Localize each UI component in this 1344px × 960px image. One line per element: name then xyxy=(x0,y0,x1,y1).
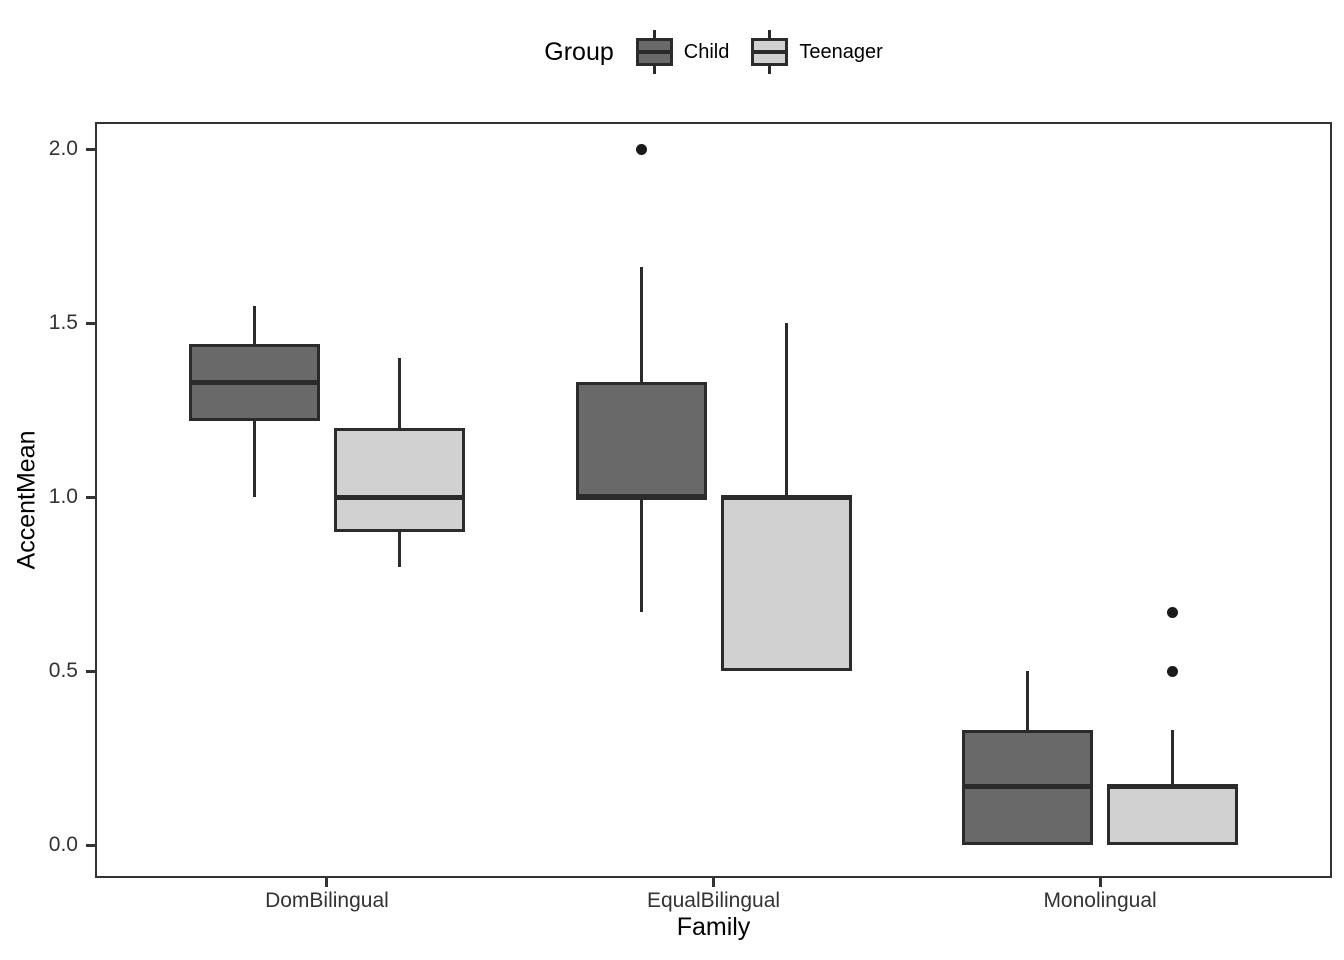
plot-panel xyxy=(95,122,1332,878)
whisker-lower-child-dombilingual xyxy=(252,420,256,498)
legend-key-median xyxy=(638,50,670,54)
y-tick-mark xyxy=(86,669,95,673)
median-line-teenager-dombilingual xyxy=(333,494,465,500)
whisker-lower-child-equalbilingual xyxy=(639,497,643,613)
legend-key-boxplot-icon xyxy=(751,30,789,74)
legend-item-label: Child xyxy=(683,40,730,63)
y-tick-mark xyxy=(86,843,95,847)
legend-item-child: Child xyxy=(635,30,730,74)
box-iqr-teenager-equalbilingual xyxy=(720,497,852,672)
x-tick-label: Monolingual xyxy=(1043,889,1157,912)
box-iqr-child-equalbilingual xyxy=(575,382,707,498)
outlier-dot-child-equalbilingual xyxy=(635,143,647,155)
y-tick-label: 0.5 xyxy=(48,659,78,683)
y-tick-mark xyxy=(86,321,95,325)
median-line-teenager-monolingual xyxy=(1107,783,1239,789)
legend-title: Group xyxy=(544,37,614,66)
whisker-upper-teenager-equalbilingual xyxy=(784,323,788,498)
box-iqr-teenager-dombilingual xyxy=(333,427,465,532)
whisker-upper-teenager-dombilingual xyxy=(397,357,401,428)
y-tick-label: 2.0 xyxy=(48,137,78,161)
whisker-upper-teenager-monolingual xyxy=(1171,730,1175,787)
legend-key-boxplot-icon xyxy=(635,30,673,74)
whisker-upper-child-equalbilingual xyxy=(639,267,643,383)
legend-key-median xyxy=(754,50,786,54)
median-line-child-monolingual xyxy=(962,783,1094,789)
box-iqr-teenager-monolingual xyxy=(1107,786,1239,846)
x-tick-label: EqualBilingual xyxy=(646,889,781,912)
outlier-dot-teenager-monolingual xyxy=(1167,665,1179,677)
legend: Group Child Teenager xyxy=(95,26,1332,78)
y-tick-mark xyxy=(86,495,95,499)
x-axis-title: Family xyxy=(676,913,751,941)
legend-item-label: Teenager xyxy=(799,40,883,63)
y-tick-label: 1.0 xyxy=(48,485,78,509)
x-tick-mark xyxy=(712,878,715,887)
median-line-child-equalbilingual xyxy=(575,494,707,500)
whisker-upper-child-monolingual xyxy=(1026,671,1030,731)
median-line-child-dombilingual xyxy=(188,379,320,385)
whisker-upper-child-dombilingual xyxy=(252,305,256,345)
median-line-teenager-equalbilingual xyxy=(720,494,852,500)
x-tick-mark xyxy=(325,878,329,887)
outlier-dot-teenager-monolingual xyxy=(1167,606,1179,618)
x-tick-label: DomBilingual xyxy=(265,889,389,912)
y-axis-title: AccentMean xyxy=(12,430,41,570)
legend-item-teenager: Teenager xyxy=(751,30,883,74)
whisker-lower-teenager-dombilingual xyxy=(397,532,401,567)
y-tick-label: 0.0 xyxy=(48,833,78,857)
y-tick-label: 1.5 xyxy=(48,311,78,335)
y-tick-mark xyxy=(86,147,95,151)
x-tick-mark xyxy=(1098,878,1102,887)
